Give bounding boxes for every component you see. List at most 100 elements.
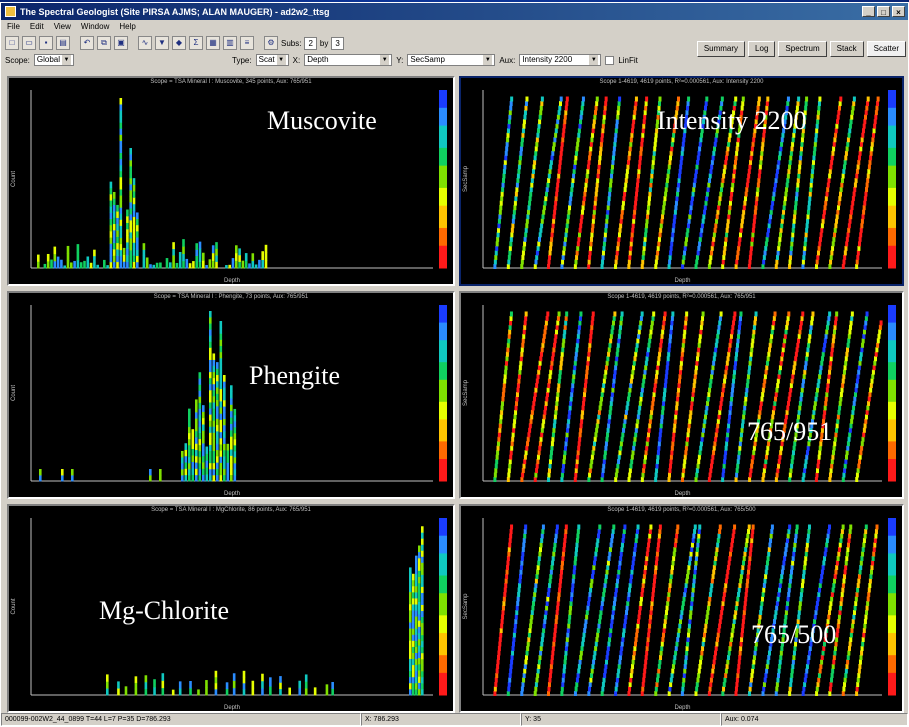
chevron-down-icon: ▼	[483, 55, 493, 65]
scope-label: Scope:	[5, 55, 30, 65]
chevron-down-icon: ▼	[276, 55, 286, 65]
y-axis-label: Count	[11, 385, 17, 401]
x-axis-label: Depth	[224, 491, 240, 497]
type-value: Scat	[258, 55, 275, 64]
y-label: Y:	[396, 55, 404, 65]
histogram-bars	[106, 526, 424, 696]
print-icon[interactable]: ▤	[56, 36, 70, 50]
settings-icon[interactable]: ⚙	[264, 36, 278, 50]
palette-icon[interactable]: ◆	[172, 36, 186, 50]
close-button[interactable]: ×	[892, 6, 905, 17]
histogram-muscovite: Depth Count	[11, 90, 447, 284]
plot-panel-phengite[interactable]: Scope = TSA Mineral I : Phengite, 73 poi…	[7, 291, 455, 499]
color-scale-bar	[439, 305, 447, 482]
histogram-bars	[39, 311, 237, 482]
linfit-label: LinFit	[618, 55, 638, 65]
menu-edit[interactable]: Edit	[29, 22, 44, 31]
scatter-points	[493, 524, 879, 696]
menu-file[interactable]: File	[7, 22, 20, 31]
menu-view[interactable]: View	[53, 22, 71, 31]
x-axis-value: Depth	[307, 55, 329, 64]
linfit-checkbox[interactable]	[605, 55, 615, 65]
undo-icon[interactable]: ↶	[80, 36, 94, 50]
open-icon[interactable]: ▭	[22, 36, 36, 50]
type-select[interactable]: Scat ▼	[255, 54, 289, 66]
options-bar: Scope: Global ▼ Type: Scat ▼ X: Depth ▼ Y: …	[1, 53, 908, 67]
x-axis-label: Depth	[674, 491, 690, 497]
status-sample: 000099-002W2_44_0899 T=44 L=7 P=35 D=786…	[1, 713, 361, 726]
x-axis-label: Depth	[674, 705, 690, 711]
paste-icon[interactable]: ▣	[114, 36, 128, 50]
scale-icon[interactable]: ≡	[240, 36, 254, 50]
tab-log[interactable]: Log	[748, 41, 776, 57]
histogram-phengite: Depth Count	[11, 305, 447, 497]
menu-window[interactable]: Window	[80, 22, 110, 31]
x-axis-label: Depth	[224, 278, 240, 284]
y-axis-select[interactable]: SecSamp ▼	[407, 54, 496, 66]
scatter-ratio-951: Depth SecSamp	[463, 305, 896, 497]
tab-scatter[interactable]: Scatter	[866, 41, 906, 57]
plot-panel-mg-chlorite[interactable]: Scope = TSA Mineral I : MgChlorite, 86 p…	[7, 504, 455, 713]
color-scale-bar	[888, 518, 896, 696]
chevron-down-icon: ▼	[589, 55, 599, 65]
chart-icon[interactable]: ▥	[223, 36, 237, 50]
panel-title: Scope 1-4619, 4619 points, R²=0.000561, …	[607, 507, 756, 513]
y-axis-value: SecSamp	[410, 55, 445, 64]
color-scale-bar	[439, 518, 447, 696]
aux-label: Aux:	[499, 55, 516, 65]
view-tabs: Summary Log Spectrum Stack Scatter	[696, 41, 906, 57]
status-bar: 000099-002W2_44_0899 T=44 L=7 P=35 D=786…	[1, 713, 908, 726]
tab-summary[interactable]: Summary	[696, 41, 746, 57]
panel-title: Scope 1-4619, 4619 points, R²=0.000561, …	[599, 79, 764, 85]
x-axis-select[interactable]: Depth ▼	[304, 54, 393, 66]
panel-title: Scope 1-4619, 4619 points, R²=0.000561, …	[607, 294, 756, 300]
filter-icon[interactable]: ▼	[155, 36, 169, 50]
subs-rows-stepper[interactable]: 2	[304, 36, 317, 50]
menu-help[interactable]: Help	[119, 22, 136, 31]
aux-select[interactable]: Intensity 2200 ▼	[519, 54, 602, 66]
grid-icon[interactable]: ▦	[206, 36, 220, 50]
y-axis-label: SecSamp	[463, 165, 469, 192]
plot-panel-ratio-951[interactable]: Scope 1-4619, 4619 points, R²=0.000561, …	[459, 291, 904, 499]
menu-bar: File Edit View Window Help	[1, 20, 908, 33]
tsa-icon[interactable]: Σ	[189, 36, 203, 50]
chevron-down-icon: ▼	[62, 55, 72, 65]
title-bar[interactable]: The Spectral Geologist (Site PIRSA AJMS;…	[1, 3, 908, 20]
y-axis-label: Count	[11, 171, 17, 187]
spectrum-icon[interactable]: ∿	[138, 36, 152, 50]
by-label: by	[319, 38, 329, 48]
color-scale-bar	[888, 90, 896, 269]
panel-title: Scope = TSA Mineral I : MgChlorite, 86 p…	[151, 507, 311, 513]
save-icon[interactable]: ▪	[39, 36, 53, 50]
minimize-button[interactable]: _	[862, 6, 875, 17]
scatter-points	[493, 311, 883, 482]
plot-panel-muscovite[interactable]: Scope = TSA Mineral I : Muscovite, 345 p…	[7, 76, 455, 286]
type-label: Type:	[232, 55, 252, 65]
histogram-mg-chlorite: Depth Count	[11, 518, 447, 711]
tab-spectrum[interactable]: Spectrum	[778, 41, 827, 57]
plot-panel-intensity[interactable]: Scope 1-4619, 4619 points, R²=0.000561, …	[459, 76, 904, 286]
tab-stack[interactable]: Stack	[829, 41, 864, 57]
aux-value: Intensity 2200	[522, 55, 573, 64]
x-axis-label: Depth	[674, 278, 690, 284]
maximize-button[interactable]: □	[877, 6, 890, 17]
histogram-bars	[37, 98, 268, 269]
status-y: Y: 35	[521, 713, 721, 726]
chevron-down-icon: ▼	[380, 55, 390, 65]
x-label: X:	[292, 55, 301, 65]
scatter-intensity: Depth SecSamp	[463, 90, 896, 284]
scatter-points	[493, 96, 880, 269]
toolbar: □ ▭ ▪ ▤ ↶ ⧉ ▣ ∿ ▼ ◆ Σ ▦ ▥ ≡ ⚙ Subs: 2 by…	[1, 33, 908, 53]
x-axis-label: Depth	[224, 705, 240, 711]
copy-icon[interactable]: ⧉	[97, 36, 111, 50]
window-title: The Spectral Geologist (Site PIRSA AJMS;…	[20, 6, 330, 17]
panel-title: Scope = TSA Mineral I : Phengite, 73 poi…	[153, 294, 309, 300]
scope-select[interactable]: Global ▼	[33, 54, 75, 66]
subs-cols-stepper[interactable]: 3	[331, 36, 344, 50]
scatter-ratio-500: Depth SecSamp	[463, 518, 896, 711]
new-icon[interactable]: □	[5, 36, 19, 50]
status-aux: Aux: 0.074	[721, 713, 908, 726]
plot-panel-ratio-500[interactable]: Scope 1-4619, 4619 points, R²=0.000561, …	[459, 504, 904, 713]
